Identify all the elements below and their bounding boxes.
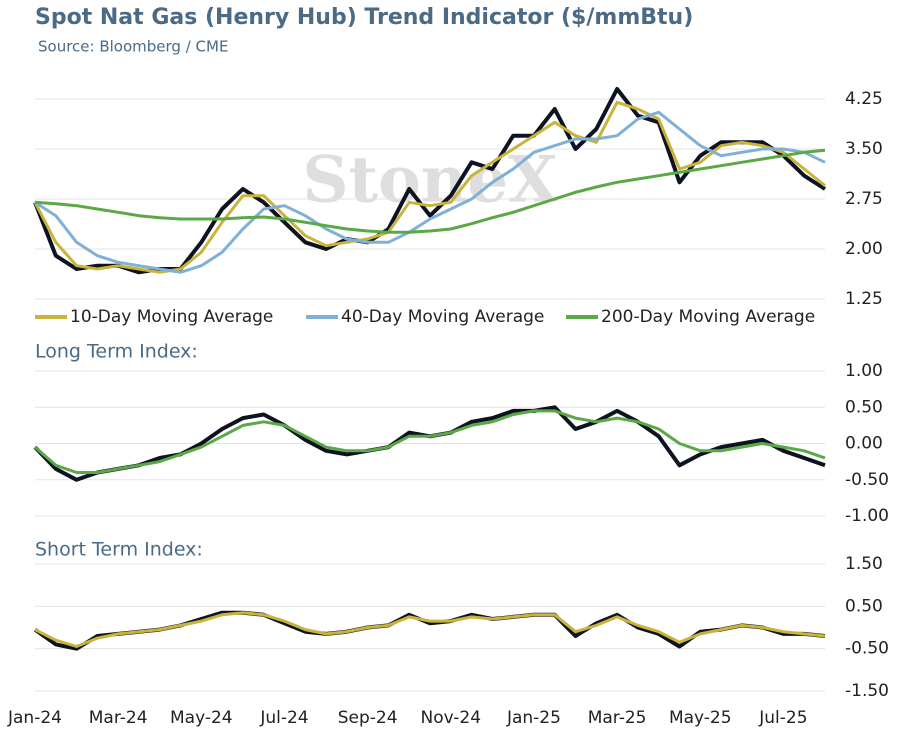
- series-line: [34, 110, 826, 274]
- y-tick-label: -1.00: [845, 506, 889, 526]
- legend-label: 40-Day Moving Average: [341, 307, 544, 327]
- y-tick-label: -0.50: [845, 639, 889, 659]
- x-tick-label: Sep-24: [338, 708, 398, 728]
- series-line: [34, 148, 826, 234]
- chart-title: Spot Nat Gas (Henry Hub) Trend Indicator…: [35, 5, 693, 30]
- y-tick-label: 4.25: [845, 89, 883, 109]
- y-tick-label: 0.50: [845, 596, 883, 616]
- panel-title: Long Term Index:: [35, 341, 198, 363]
- series-line: [34, 611, 826, 648]
- y-tick-label: -1.50: [845, 681, 889, 701]
- x-tick-label: May-25: [669, 708, 732, 728]
- x-tick-label: Jan-24: [7, 708, 62, 728]
- y-tick-label: -0.50: [845, 470, 889, 490]
- x-tick-label: Nov-24: [421, 708, 482, 728]
- x-tick-label: Mar-24: [89, 708, 148, 728]
- panel-title: Short Term Index:: [35, 539, 203, 561]
- x-tick-label: Jul-24: [259, 708, 308, 728]
- legend-label: 200-Day Moving Average: [601, 307, 815, 327]
- x-tick-label: Jul-25: [758, 708, 807, 728]
- x-tick-label: May-24: [170, 708, 233, 728]
- y-tick-label: 1.50: [845, 554, 883, 574]
- x-tick-label: Jan-25: [506, 708, 561, 728]
- y-tick-label: 2.00: [845, 239, 883, 259]
- y-tick-label: 3.50: [845, 139, 883, 159]
- legend-label: 10-Day Moving Average: [70, 307, 273, 327]
- x-tick-label: Mar-25: [588, 708, 647, 728]
- y-tick-label: 2.75: [845, 189, 883, 209]
- chart-subtitle: Source: Bloomberg / CME: [38, 38, 228, 56]
- series-line: [34, 409, 826, 474]
- y-tick-label: 0.00: [845, 434, 883, 454]
- y-tick-label: 1.25: [845, 289, 883, 309]
- y-tick-label: 0.50: [845, 397, 883, 417]
- y-tick-label: 1.00: [845, 361, 883, 381]
